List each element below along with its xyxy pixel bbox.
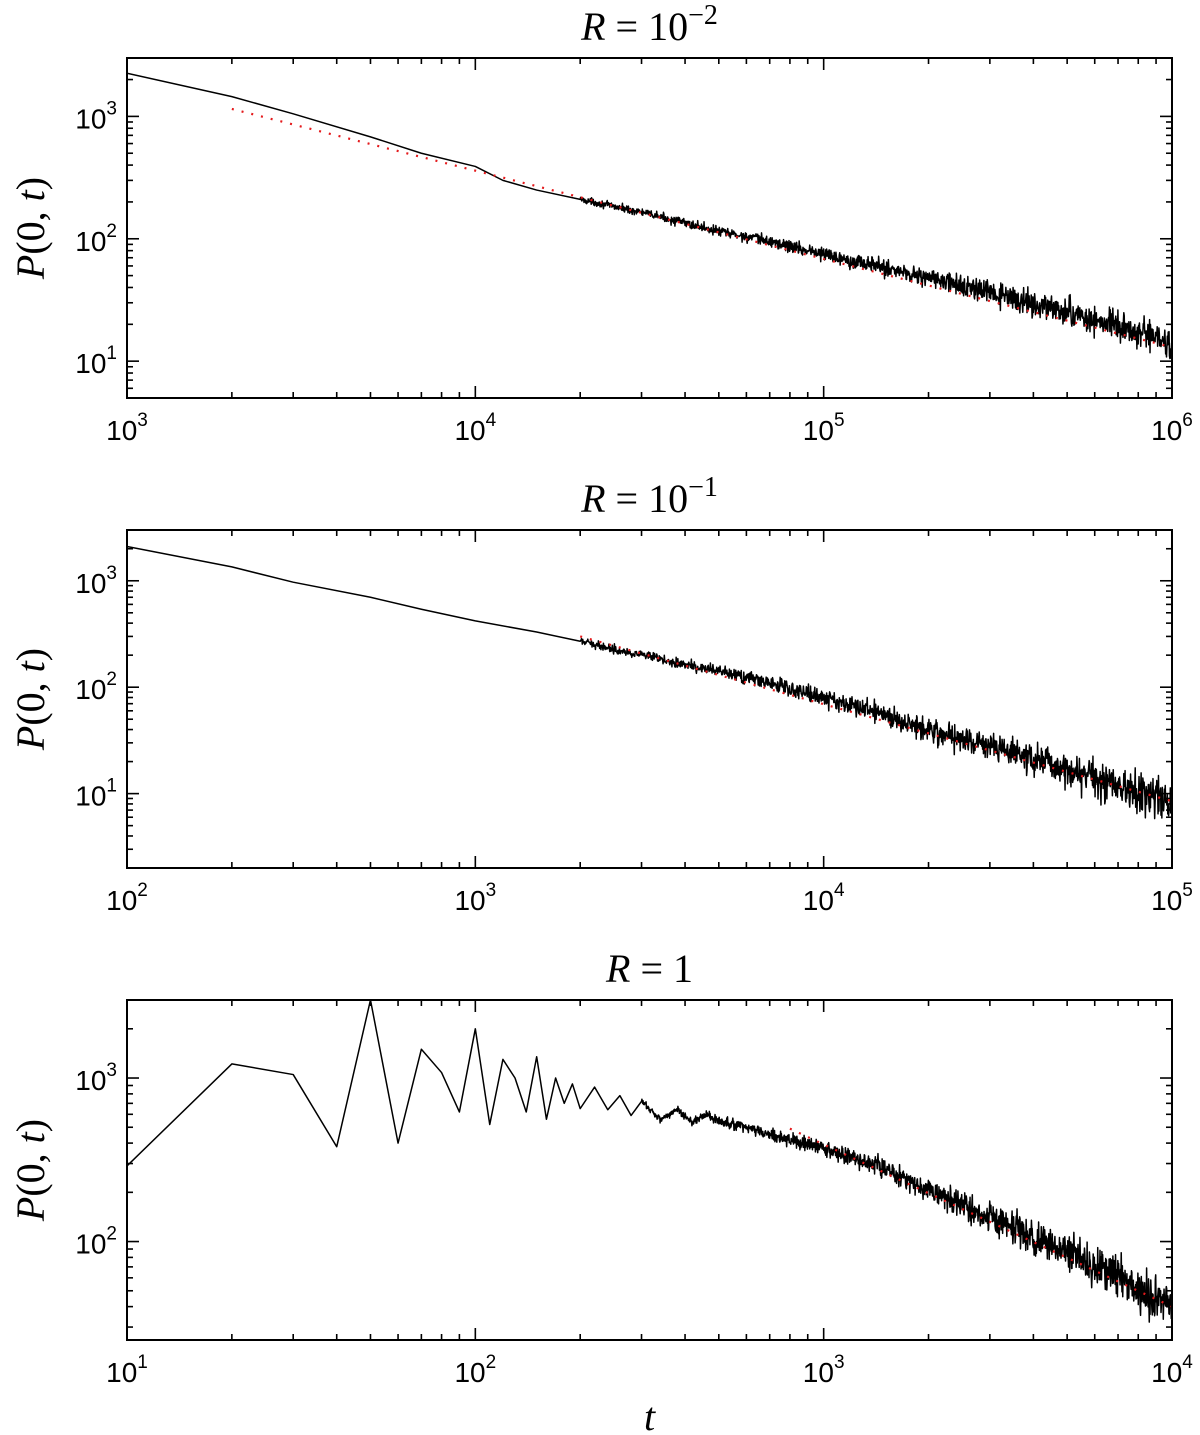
- x-tick-label: 105: [1151, 880, 1193, 916]
- plot-frame: [126, 57, 1173, 399]
- x-tick-label: 106: [1151, 410, 1193, 446]
- x-tick-label: 103: [803, 1352, 845, 1388]
- panel-r-1: R = 1 P(0, t) t 101 102 103 104 102 103: [8, 946, 1193, 1435]
- panel-r-0p1: R = 10−1 P(0, t) 102 103 104 105 101 102 103: [8, 472, 1193, 916]
- axis-ticks: [126, 529, 1173, 869]
- chart-title: R = 10−1: [580, 472, 718, 521]
- x-tick-label: 104: [803, 880, 845, 916]
- fit-line: [789, 1127, 1172, 1308]
- y-tick-label: 102: [75, 221, 117, 257]
- data-line: [127, 545, 1172, 820]
- x-tick-label: 103: [106, 410, 148, 446]
- y-tick-label: 101: [75, 343, 117, 379]
- y-axis-label: P(0, t): [8, 648, 53, 751]
- x-tick-label: 102: [454, 1352, 496, 1388]
- axis-ticks: [126, 57, 1173, 399]
- data-line: [127, 1000, 1172, 1323]
- x-tick-label: 105: [803, 410, 845, 446]
- y-tick-label: 102: [75, 1224, 117, 1260]
- y-tick-label: 103: [75, 1060, 117, 1096]
- fit-line: [231, 107, 1172, 349]
- x-tick-label: 104: [454, 410, 496, 446]
- chart-title: R = 10−2: [580, 0, 718, 49]
- x-tick-label: 103: [454, 880, 496, 916]
- plot-frame: [126, 529, 1173, 869]
- y-tick-label: 103: [75, 98, 117, 134]
- fit-line: [579, 635, 1172, 803]
- axis-ticks: [126, 999, 1173, 1340]
- y-tick-label: 101: [75, 776, 117, 812]
- y-axis-label: P(0, t): [8, 1119, 53, 1222]
- chart-title: R = 1: [605, 946, 693, 991]
- data-line: [127, 72, 1172, 360]
- x-tick-label: 101: [106, 1352, 148, 1388]
- panel-r-0p01: R = 10−2 P(0, t) 103 104 105 106 101 102 103: [8, 0, 1193, 446]
- x-tick-label: 102: [106, 880, 148, 916]
- x-axis-label: t: [644, 1394, 656, 1435]
- plot-frame: [126, 999, 1173, 1341]
- y-tick-label: 102: [75, 669, 117, 705]
- y-axis-label: P(0, t): [8, 177, 53, 280]
- y-tick-label: 103: [75, 563, 117, 599]
- x-tick-label: 104: [1151, 1352, 1193, 1388]
